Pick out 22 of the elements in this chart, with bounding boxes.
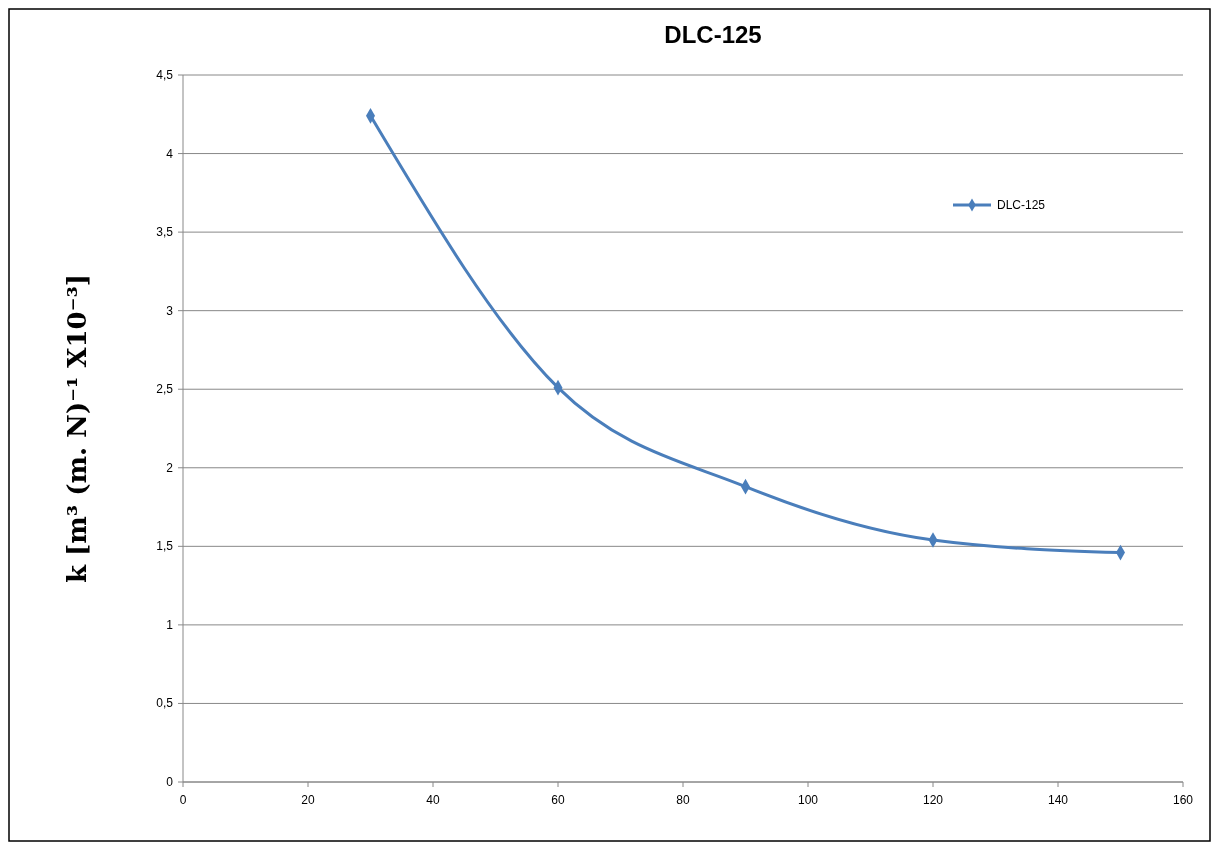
y-tick-label: 1 xyxy=(166,617,174,632)
y-tick-label: 2,5 xyxy=(156,382,174,397)
y-tick-label: 2 xyxy=(166,460,174,475)
x-tick-label: 40 xyxy=(426,793,440,807)
y-tick-label: 4 xyxy=(166,146,174,161)
x-tick-label: 100 xyxy=(797,793,819,807)
y-tick-label: 3,5 xyxy=(156,225,174,240)
y-tick-label: 3 xyxy=(166,303,174,318)
y-tick-label: 1,5 xyxy=(156,539,174,554)
y-tick-label: 0 xyxy=(166,775,174,789)
x-tick-label: 160 xyxy=(1172,793,1194,807)
x-tick-label: 120 xyxy=(922,793,944,807)
chart-title: DLC-125 xyxy=(664,21,762,48)
x-tick-label: 20 xyxy=(301,793,315,807)
legend-label: DLC-125 xyxy=(997,198,1046,212)
x-tick-label: 60 xyxy=(551,793,565,807)
y-tick-label: 0,5 xyxy=(156,696,174,711)
y-axis-title: k [m³ (m. N)⁻¹ X10⁻³] xyxy=(62,273,92,584)
x-tick-label: 80 xyxy=(676,793,690,807)
x-tick-label: 140 xyxy=(1047,793,1069,807)
y-tick-label: 4,5 xyxy=(156,68,174,82)
x-tick-label: 0 xyxy=(179,793,187,807)
